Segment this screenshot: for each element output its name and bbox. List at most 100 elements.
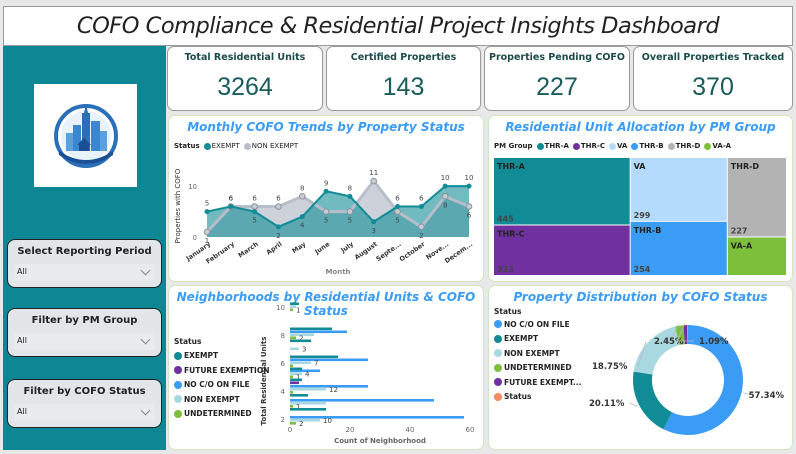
data-point (418, 223, 425, 231)
kpi-total-residential-units: Total Residential Units 3264 (167, 46, 323, 111)
logo (34, 84, 137, 187)
legend-item-va-a[interactable]: VA-A (704, 142, 731, 150)
dashboard-header: COFO Compliance & Residential Project In… (3, 6, 793, 46)
data-point (465, 203, 473, 210)
data-point (203, 228, 211, 236)
y-tick-label: 4 (281, 388, 286, 396)
data-point (252, 209, 258, 215)
donut-slice-non-exempt (633, 326, 680, 375)
data-label: 12 (329, 386, 338, 394)
x-tick-label: April (265, 240, 284, 257)
legend-item-thr-b[interactable]: THR-B (631, 142, 664, 150)
data-label: 2 (299, 335, 303, 343)
chart-title: Neighborhoods by Residential Units & COF… (176, 290, 476, 318)
data-label: 9 (324, 179, 328, 187)
data-label: 6 (276, 195, 281, 203)
legend-item-non-exempt[interactable]: NON EXEMPT (243, 142, 298, 150)
legend-item-non-exempt[interactable]: NON EXEMPT (494, 346, 581, 361)
x-tick-label: June (313, 240, 332, 257)
kpi-label: Total Residential Units (184, 52, 306, 63)
kpi-certified-properties: Certified Properties 143 (326, 46, 481, 111)
data-point (323, 188, 329, 194)
data-label: 5 (348, 217, 352, 225)
legend-item-undetermined[interactable]: UNDETERMINED (494, 361, 581, 376)
data-label: 2 (276, 232, 280, 240)
legend-item-thr-d[interactable]: THR-D (667, 142, 700, 150)
data-point (251, 203, 258, 210)
data-point (418, 204, 424, 209)
legend-item-exempt[interactable]: EXEMPT (174, 349, 269, 364)
dropdown-value: All (17, 336, 27, 345)
data-label: 5 (205, 200, 209, 208)
legend-item-exempt[interactable]: EXEMPT (203, 142, 240, 150)
bar (290, 305, 296, 309)
pm-group-dropdown[interactable]: All (14, 333, 155, 350)
data-label: 6 (395, 195, 400, 203)
slicer-label: Select Reporting Period (17, 246, 152, 257)
legend-item-status[interactable]: Status (494, 390, 581, 405)
tile-label: THR-C (497, 229, 525, 238)
x-tick-label: 40 (406, 426, 415, 434)
kpi-value: 227 (536, 73, 578, 101)
data-label: 6 (229, 195, 234, 203)
data-label: 2 (299, 420, 303, 428)
x-tick-label: July (339, 240, 356, 255)
tile-value: 333 (497, 265, 514, 274)
data-label: 2 (419, 232, 423, 240)
x-tick-label: 0 (288, 426, 292, 434)
bar (290, 369, 320, 373)
chevron-down-icon[interactable] (140, 334, 151, 345)
chart-legend: Status EXEMPT NON EXEMPT (174, 142, 298, 150)
data-point (322, 208, 330, 215)
legend-item-thr-c[interactable]: THR-C (572, 142, 605, 150)
data-point (347, 193, 353, 199)
legend-item-va[interactable]: VA (608, 142, 627, 150)
y-tick-label: 6 (281, 360, 286, 368)
treemap-tile-thr-d (727, 158, 786, 237)
treemap-tile-thr-b (630, 221, 727, 275)
legend-item-future-exempt-[interactable]: FUTURE EXEMPT... (494, 375, 581, 390)
bar (290, 308, 293, 312)
data-label: 20.11% (589, 399, 625, 409)
tile-label: THR-D (731, 162, 760, 171)
legend-item-undetermined[interactable]: UNDETERMINED (174, 407, 269, 422)
x-tick-label: October (398, 240, 427, 264)
legend-item-future-exemption[interactable]: FUTURE EXEMPTION (174, 363, 269, 378)
legend-item-thr-a[interactable]: THR-A (536, 142, 569, 150)
kpi-label: Properties Pending COFO (488, 52, 625, 63)
data-point (298, 193, 306, 200)
neighborhoods-bar-card: Neighborhoods by Residential Units & COF… (168, 285, 484, 450)
bar (290, 422, 296, 425)
tile-value: 445 (497, 214, 514, 223)
reporting-period-dropdown[interactable]: All (14, 264, 155, 281)
sidebar: Select Reporting Period All Filter by PM… (3, 46, 166, 450)
data-point (441, 193, 449, 200)
area-chart: Properties with COFO 0 10 1 6 6 6 8 5 5 11 5 2 8 6 5 6 5 2… (174, 168, 474, 276)
data-point (299, 214, 305, 220)
legend-item-no-c-o-on-file[interactable]: NO C/O ON FILE (174, 378, 269, 393)
data-point (275, 224, 281, 230)
data-label: 1.09% (699, 337, 729, 347)
cofo-status-slicer[interactable]: Filter by COFO Status All (7, 379, 162, 428)
data-point (228, 204, 234, 209)
leader-line (743, 392, 752, 396)
pm-group-slicer[interactable]: Filter by PM Group All (7, 308, 162, 357)
bar (290, 402, 326, 405)
chevron-down-icon[interactable] (140, 265, 151, 276)
legend-item-non-exempt[interactable]: NON EXEMPT (174, 392, 269, 407)
bar (290, 388, 326, 391)
reporting-period-slicer[interactable]: Select Reporting Period All (7, 239, 162, 288)
slicer-label: Filter by COFO Status (23, 386, 146, 397)
legend-item-no-c-o-on-file[interactable]: NO C/O ON FILE (494, 317, 581, 332)
bar (290, 355, 338, 359)
legend-item-exempt[interactable]: EXEMPT (494, 332, 581, 347)
treemap-tile-va (630, 158, 727, 221)
cofo-status-dropdown[interactable]: All (14, 404, 155, 421)
tile-value: 254 (634, 265, 651, 274)
kpi-value: 370 (692, 73, 734, 101)
data-label: 18.75% (592, 362, 628, 372)
chevron-down-icon[interactable] (140, 405, 151, 416)
y-tick-label: 10 (276, 304, 285, 312)
kpi-value: 143 (382, 73, 425, 101)
data-label: 5 (252, 217, 256, 225)
